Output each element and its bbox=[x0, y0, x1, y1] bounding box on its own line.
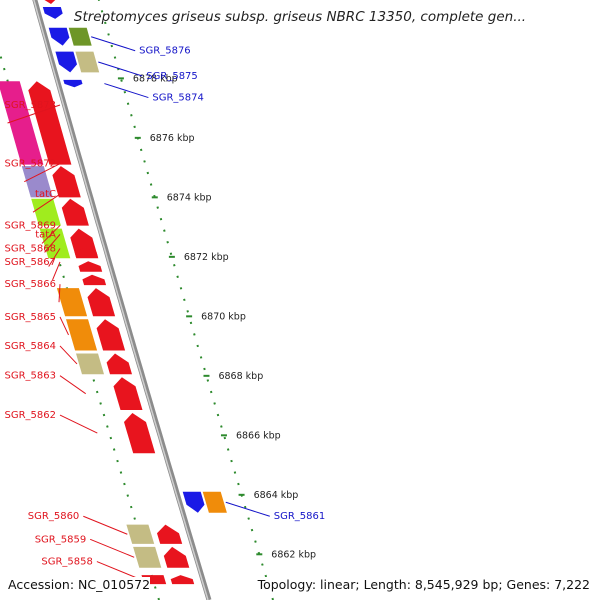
cog-box-sgr_5860[interactable] bbox=[126, 524, 155, 544]
gene-arrow-sgr_5872[interactable] bbox=[52, 166, 81, 198]
gene-label-sgr_5858[interactable]: SGR_5858 bbox=[41, 557, 93, 568]
gene-label-tatc[interactable]: tatC bbox=[35, 189, 56, 200]
label-leader bbox=[44, 234, 61, 253]
gene-arrow-sgr_5858[interactable] bbox=[170, 575, 195, 585]
gene-label-sgr_5874[interactable]: SGR_5874 bbox=[152, 93, 204, 104]
label-leader bbox=[104, 83, 149, 99]
backbone-highlight bbox=[33, 0, 209, 600]
gene-arrow-sgr_5865[interactable] bbox=[96, 319, 126, 351]
gene-label-sgr_5866[interactable]: SGR_5866 bbox=[5, 279, 57, 290]
gene-arrow[interactable] bbox=[38, 0, 58, 4]
label-leader bbox=[32, 193, 61, 213]
cog-box-sgr_5866[interactable] bbox=[56, 288, 88, 317]
scale-label: 6874 kbp bbox=[167, 192, 212, 203]
label-leader bbox=[96, 561, 142, 581]
scale-label: 6876 kbp bbox=[150, 133, 195, 144]
gene-label-sgr_5872[interactable]: SGR_5872 bbox=[5, 159, 57, 170]
gene-arrow[interactable] bbox=[42, 7, 63, 19]
label-leader bbox=[52, 261, 61, 281]
accession-text: Accession: NC_010572 bbox=[8, 577, 151, 592]
cog-box-sgr_5872[interactable] bbox=[21, 166, 53, 198]
cog-box-sgr_5869[interactable] bbox=[39, 228, 71, 259]
gene-label-tata[interactable]: tatA bbox=[35, 229, 56, 240]
gene-label-sgr_5861[interactable]: SGR_5861 bbox=[274, 511, 326, 522]
gene-arrow-sgr_5874[interactable] bbox=[63, 79, 83, 88]
gene-arrow-sgr_5873[interactable] bbox=[28, 81, 72, 165]
gene-arrow-sgr_5863[interactable] bbox=[113, 377, 143, 410]
cog-box-sgr_5876[interactable] bbox=[68, 27, 92, 46]
gene-arrow-sgr_5875[interactable] bbox=[55, 51, 77, 73]
gene-arrow-sgr_5866[interactable] bbox=[87, 288, 116, 317]
label-leader bbox=[7, 104, 61, 124]
gene-arrow-sgr_5864[interactable] bbox=[106, 353, 132, 375]
label-leader bbox=[98, 61, 143, 77]
gene-arrow-sgr_5860[interactable] bbox=[157, 524, 183, 544]
scale-label: 6870 kbp bbox=[201, 311, 246, 322]
scale-label: 6868 kbp bbox=[218, 371, 263, 382]
label-leader bbox=[225, 501, 270, 517]
label-leader bbox=[48, 248, 61, 267]
scale-label: 6862 kbp bbox=[271, 549, 316, 560]
label-leader bbox=[90, 538, 135, 558]
scale-label: 6872 kbp bbox=[184, 252, 229, 263]
scale-label: 6864 kbp bbox=[254, 490, 299, 501]
gene-arrow-sgr_5861[interactable] bbox=[182, 491, 205, 513]
label-leader bbox=[91, 36, 136, 52]
scale-label: 6878 kbp bbox=[133, 73, 178, 84]
label-leader bbox=[41, 225, 61, 244]
label-leader bbox=[59, 345, 78, 365]
cog-box-sgr_5861[interactable] bbox=[202, 491, 227, 513]
label-leader bbox=[59, 414, 98, 434]
cog-box-sgr_5873[interactable] bbox=[0, 81, 44, 165]
label-leader bbox=[58, 284, 61, 303]
gene-label-sgr_5860[interactable]: SGR_5860 bbox=[28, 511, 80, 522]
cog-box-sgr_5875[interactable] bbox=[75, 51, 100, 73]
gene-arrow-sgr_5868[interactable] bbox=[78, 261, 103, 272]
scale-label: 6866 kbp bbox=[236, 430, 281, 441]
label-leader bbox=[83, 515, 128, 535]
gene-label-sgr_5859[interactable]: SGR_5859 bbox=[35, 534, 87, 545]
gene-label-sgr_5863[interactable]: SGR_5863 bbox=[5, 371, 57, 382]
gene-arrow-sgr_5859[interactable] bbox=[163, 546, 190, 568]
label-leader bbox=[59, 375, 86, 395]
label-leader bbox=[59, 316, 69, 336]
label-leader bbox=[24, 163, 61, 183]
gene-label-sgr_5869[interactable]: SGR_5869 bbox=[5, 220, 57, 231]
cog-box-sgr_5859[interactable] bbox=[133, 546, 162, 568]
gene-label-sgr_5864[interactable]: SGR_5864 bbox=[5, 341, 57, 352]
topology-summary: Topology: linear; Length: 8,545,929 bp; … bbox=[257, 577, 590, 592]
gene-arrow-tatc[interactable] bbox=[61, 198, 89, 226]
map-title: Streptomyces griseus subsp. griseus NBRC… bbox=[73, 9, 527, 25]
gene-arrow-sgr_5867[interactable] bbox=[82, 274, 107, 286]
cog-box-sgr_5864[interactable] bbox=[76, 353, 104, 375]
cog-box-sgr_5865[interactable] bbox=[66, 319, 98, 351]
gene-arrow-sgr_5862[interactable] bbox=[124, 413, 156, 454]
gene-label-sgr_5865[interactable]: SGR_5865 bbox=[5, 312, 57, 323]
gene-label-sgr_5867[interactable]: SGR_5867 bbox=[5, 257, 57, 268]
gene-label-sgr_5873[interactable]: SGR_5873 bbox=[5, 100, 57, 111]
gene-arrow-sgr_5876[interactable] bbox=[48, 27, 70, 46]
cog-box-tatc[interactable] bbox=[31, 198, 61, 226]
gene-label-sgr_5876[interactable]: SGR_5876 bbox=[139, 46, 191, 57]
gene-arrow-tata[interactable] bbox=[74, 247, 98, 257]
gene-label-sgr_5862[interactable]: SGR_5862 bbox=[5, 410, 57, 421]
backbone-line bbox=[32, 0, 212, 600]
gene-label-sgr_5875[interactable]: SGR_5875 bbox=[146, 71, 198, 82]
gene-label-sgr_5868[interactable]: SGR_5868 bbox=[5, 244, 57, 255]
